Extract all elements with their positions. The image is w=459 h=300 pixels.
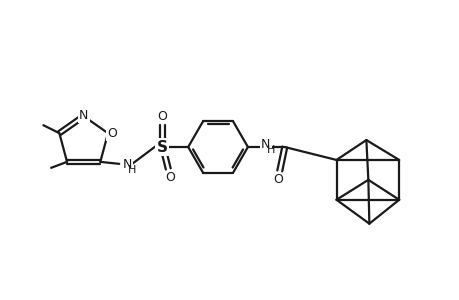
Text: O: O xyxy=(157,110,167,123)
Text: O: O xyxy=(165,171,175,184)
Text: S: S xyxy=(157,140,168,154)
Text: O: O xyxy=(107,127,117,140)
Text: H: H xyxy=(266,145,274,155)
Text: H: H xyxy=(128,165,136,175)
Text: N: N xyxy=(122,158,132,171)
Text: N: N xyxy=(261,137,270,151)
Text: O: O xyxy=(272,173,282,186)
Text: N: N xyxy=(79,109,88,122)
